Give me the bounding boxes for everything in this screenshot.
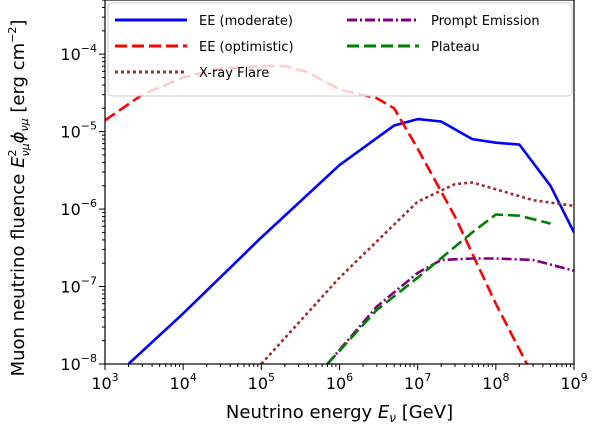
y-tick-label: 10−7 (60, 275, 97, 297)
series-line-x-ray-flare (260, 181, 574, 364)
x-tick-label: 105 (248, 371, 275, 393)
x-tick-label: 109 (560, 371, 587, 393)
legend: EE (moderate) EE (optimistic) X-ray Flare P… (107, 2, 573, 97)
legend-label: EE (optimistic) (199, 40, 294, 55)
legend-label: Prompt Emission (431, 14, 540, 29)
axis-labels: Neutrino energy Eν [GeV] Muon neutrino fl… (6, 20, 453, 425)
y-axis-label: Muon neutrino fluence E2νμϕνμ [erg cm−2] (6, 20, 32, 377)
axis-ticks: 103 104 105 106 107 108 109 10−8 10−7 10−6 10−5 10−… (60, 0, 588, 393)
series-line-ee-moderate (127, 117, 574, 364)
series-layer (105, 64, 574, 364)
x-tick-label: 104 (169, 371, 196, 393)
x-axis-label: Neutrino energy Eν [GeV] (226, 402, 453, 425)
y-tick-label: 10−8 (60, 352, 97, 374)
y-tick-label: 10−6 (60, 197, 97, 219)
y-tick-label: 10−5 (60, 120, 97, 142)
legend-box (107, 2, 573, 97)
series-line-prompt-emission (326, 257, 574, 364)
x-tick-label: 106 (326, 371, 353, 393)
legend-label: EE (moderate) (199, 14, 293, 29)
legend-label: X-ray Flare (199, 66, 269, 81)
series-line-plateau (326, 213, 551, 364)
x-tick-label: 108 (482, 371, 509, 393)
legend-label: Plateau (431, 40, 480, 55)
y-tick-label: 10−4 (60, 42, 97, 64)
x-tick-label: 107 (404, 371, 431, 393)
x-tick-label: 103 (91, 371, 118, 393)
series-line-ee-optimistic (105, 64, 529, 364)
